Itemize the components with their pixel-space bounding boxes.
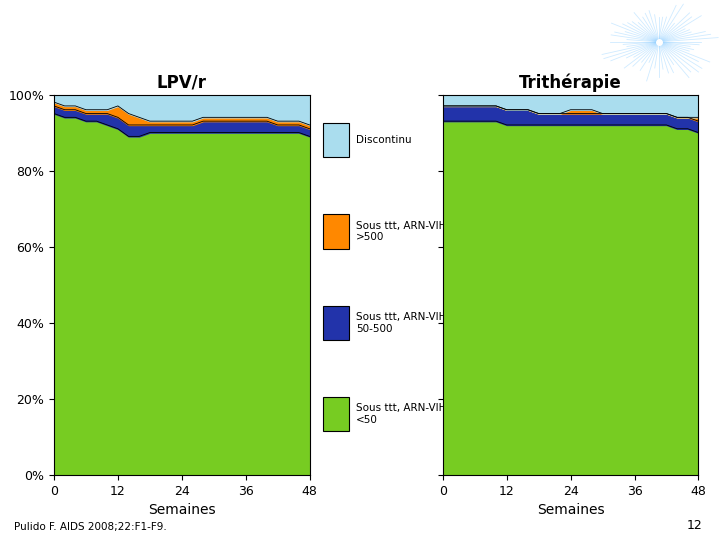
Text: Pulido F. AIDS 2008;22:F1-F9.: Pulido F. AIDS 2008;22:F1-F9. [14,522,167,532]
Text: 12: 12 [686,519,702,532]
X-axis label: Semaines: Semaines [148,503,215,517]
Text: Sous ttt, ARN-VIH
>500: Sous ttt, ARN-VIH >500 [356,221,446,242]
Bar [323,306,349,340]
Bar [323,123,349,157]
Title: LPV/r: LPV/r [157,73,207,92]
Text: des arrêts de traitement à S48: des arrêts de traitement à S48 [18,52,357,71]
Bar [323,397,349,431]
Text: Sous ttt, ARN-VIH
<50: Sous ttt, ARN-VIH <50 [356,403,446,425]
X-axis label: Semaines: Semaines [537,503,604,517]
Text: Sous ttt, ARN-VIH
50-500: Sous ttt, ARN-VIH 50-500 [356,312,446,334]
Text: Discontinu: Discontinu [356,135,412,145]
Bar [323,214,349,249]
Text: Essai OK04 : Statut des niveaux d’ARN et: Essai OK04 : Statut des niveaux d’ARN et [18,14,472,33]
Title: Trithérapie: Trithérapie [519,73,622,92]
